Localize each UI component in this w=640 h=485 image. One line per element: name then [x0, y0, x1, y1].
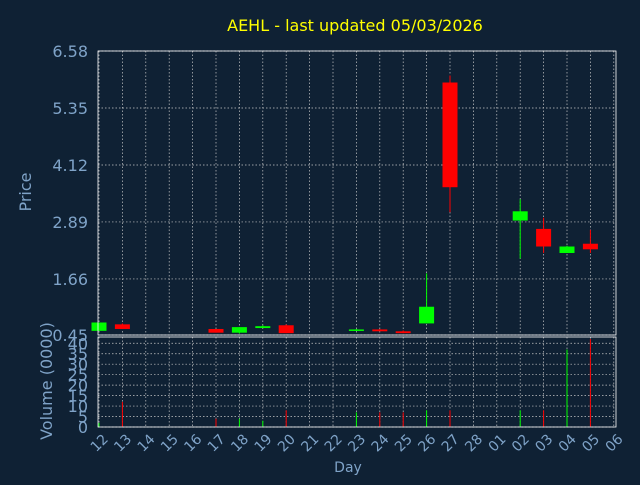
x-tick-label: 19 [252, 431, 276, 455]
candle-body [278, 325, 294, 334]
candle-body [372, 329, 388, 332]
candle-body [208, 328, 224, 333]
x-tick-label: 20 [275, 431, 299, 455]
x-tick-label: 01 [486, 431, 510, 455]
volume-tick-label: 10 [68, 397, 88, 416]
x-tick-label: 13 [111, 431, 135, 455]
x-tick-label: 15 [158, 431, 182, 455]
volume-tick-label: 30 [68, 355, 88, 374]
candle-body [582, 243, 598, 250]
x-tick-label: 02 [509, 431, 533, 455]
tick-labels: 0.451.662.894.125.356.580510152025303540… [52, 42, 626, 455]
price-tick-label: 2.89 [52, 213, 88, 232]
x-tick-label: 24 [369, 431, 393, 455]
candles [91, 75, 598, 334]
volume-tick-label: 25 [68, 366, 88, 385]
x-tick-label: 16 [181, 431, 205, 455]
volume-tick-label: 35 [68, 345, 88, 364]
candle-body [348, 329, 364, 331]
volume-panel-border [97, 336, 617, 428]
x-axis-label: Day [334, 460, 362, 476]
price-axis-label: Price [16, 172, 35, 211]
x-tick-label: 18 [228, 431, 252, 455]
volume-bars [98, 339, 591, 427]
x-tick-label: 26 [415, 431, 439, 455]
candle-body [536, 228, 552, 247]
x-tick-label: 06 [603, 431, 627, 455]
volume-tick-label: 20 [68, 376, 88, 395]
candle-body [255, 326, 271, 329]
price-tick-label: 6.58 [52, 42, 88, 61]
price-panel-border [97, 50, 617, 336]
candle-body [512, 211, 528, 221]
x-tick-label: 21 [298, 431, 322, 455]
x-tick-label: 17 [205, 431, 229, 455]
x-tick-label: 22 [322, 431, 346, 455]
volume-tick-label: 0 [78, 418, 88, 437]
x-tick-label: 03 [532, 431, 556, 455]
price-tick-label: 0.45 [52, 326, 88, 345]
x-tick-label: 23 [345, 431, 369, 455]
price-tick-label: 5.35 [52, 99, 88, 118]
x-tick-label: 27 [439, 431, 463, 455]
price-tick-label: 4.12 [52, 156, 88, 175]
price-tick-label: 1.66 [52, 270, 88, 289]
candle-body [395, 331, 411, 334]
volume-tick-label: 15 [68, 387, 88, 406]
plot-frame [97, 50, 617, 428]
candle-body [442, 82, 458, 188]
x-tick-label: 05 [579, 431, 603, 455]
volume-axis-label: Volume (0000) [37, 322, 56, 440]
x-tick-label: 12 [88, 431, 112, 455]
x-tick-label: 25 [392, 431, 416, 455]
candle-body [419, 306, 435, 324]
candle-body [559, 246, 575, 253]
x-tick-label: 04 [556, 431, 580, 455]
candle-body [91, 322, 107, 331]
candle-body [231, 327, 247, 333]
volume-tick-label: 5 [78, 408, 88, 427]
candle-body [114, 324, 130, 329]
chart-title: AEHL - last updated 05/03/2026 [227, 16, 483, 35]
volume-tick-label: 40 [68, 334, 88, 353]
x-tick-label: 14 [135, 431, 159, 455]
x-tick-label: 28 [462, 431, 486, 455]
